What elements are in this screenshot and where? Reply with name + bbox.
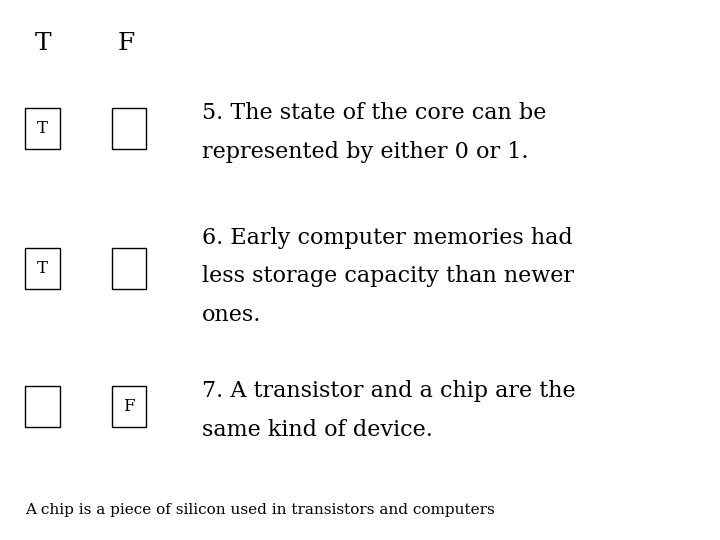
Text: 7. A transistor and a chip are the: 7. A transistor and a chip are the [202, 381, 575, 402]
Bar [112, 248, 146, 289]
Text: F: F [123, 398, 135, 415]
Text: T: T [35, 32, 52, 55]
Bar [112, 386, 146, 427]
Text: A chip is a piece of silicon used in transistors and computers: A chip is a piece of silicon used in tra… [25, 503, 495, 517]
Text: T: T [37, 260, 48, 277]
Text: T: T [37, 120, 48, 137]
Bar [25, 108, 60, 148]
Bar [25, 248, 60, 289]
Text: represented by either 0 or 1.: represented by either 0 or 1. [202, 141, 528, 163]
Text: 5. The state of the core can be: 5. The state of the core can be [202, 103, 546, 124]
Bar [25, 386, 60, 427]
Bar [112, 108, 146, 148]
Text: same kind of device.: same kind of device. [202, 420, 433, 441]
Text: ones.: ones. [202, 305, 261, 326]
Text: less storage capacity than newer: less storage capacity than newer [202, 266, 574, 287]
Text: F: F [117, 32, 135, 55]
Text: 6. Early computer memories had: 6. Early computer memories had [202, 227, 572, 248]
